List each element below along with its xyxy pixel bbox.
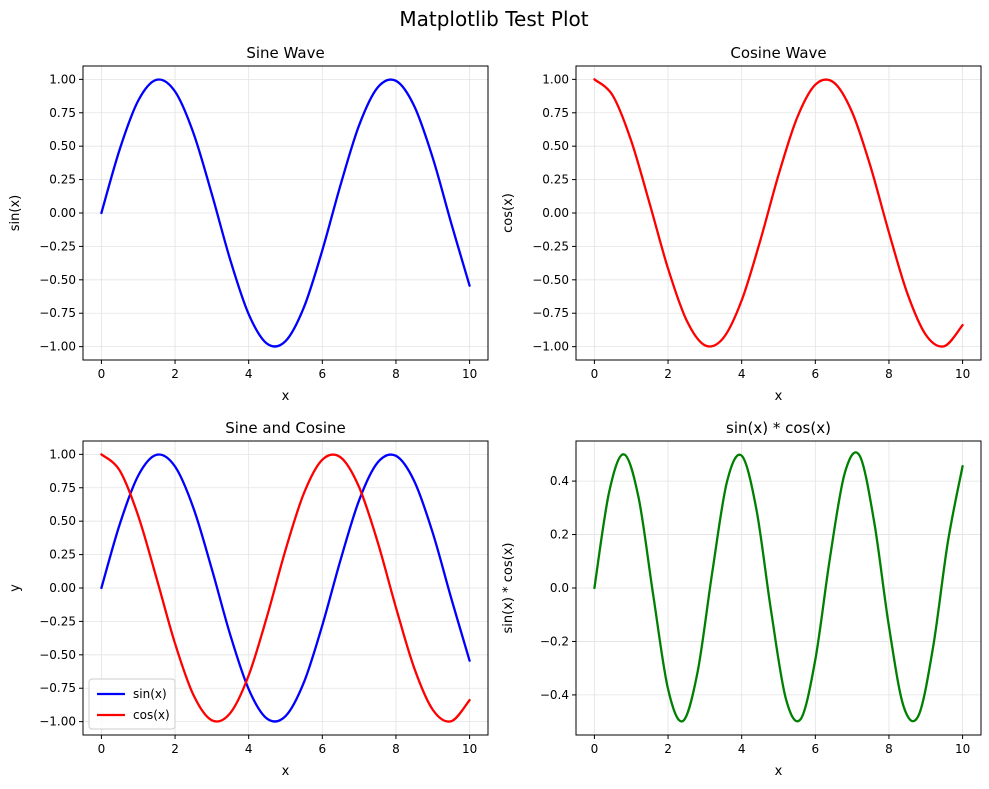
legend-box	[88, 678, 176, 730]
x-tick-label: 8	[392, 367, 400, 381]
x-tick-label: 4	[245, 367, 253, 381]
x-tick-label: 6	[318, 367, 326, 381]
y-axis-label: y	[8, 584, 23, 592]
y-tick-label: 0.75	[542, 106, 569, 120]
y-tick-label: 1.00	[49, 447, 76, 461]
subplot-1: 0 2 4 6 8 10 −1.00 −0.75 −0.50 −0.25 0.00 0.25 0.50 0…	[8, 44, 489, 404]
y-tick-label: 0.25	[49, 173, 76, 187]
y-tick-label: 0.00	[49, 206, 76, 220]
y-tick-label: −0.4	[540, 688, 569, 702]
x-tick-label: 8	[885, 742, 893, 756]
y-tick-label: −0.75	[39, 306, 76, 320]
y-tick-label: −1.00	[39, 715, 76, 729]
y-tick-label: −1.00	[39, 340, 76, 354]
subplot-title: sin(x) * cos(x)	[726, 419, 831, 437]
y-axis-label: sin(x) * cos(x)	[501, 543, 516, 634]
x-tick-label: 4	[738, 742, 746, 756]
y-tick-label: −0.2	[540, 634, 569, 648]
subplot-title: Sine Wave	[246, 44, 324, 62]
y-tick-label: −1.00	[532, 340, 569, 354]
y-tick-label: −0.50	[39, 648, 76, 662]
y-tick-label: 0.75	[49, 106, 76, 120]
figure-title: Matplotlib Test Plot	[399, 7, 588, 31]
y-tick-label: 1.00	[542, 72, 569, 86]
x-axis-label: x	[282, 389, 290, 404]
x-tick-label: 4	[245, 742, 253, 756]
x-tick-label: 2	[171, 367, 179, 381]
x-tick-label: 2	[664, 367, 672, 381]
y-tick-label: −0.75	[532, 306, 569, 320]
series-line-1	[593, 78, 964, 348]
x-tick-label: 0	[591, 742, 599, 756]
x-tick-label: 8	[885, 367, 893, 381]
y-tick-label: 0.50	[49, 514, 76, 528]
y-tick-label: 0.0	[550, 581, 569, 595]
subplot-2: 0 2 4 6 8 10 −1.00 −0.75 −0.50 −0.25 0.00 0.25 0.50 0…	[501, 44, 982, 404]
x-tick-label: 4	[738, 367, 746, 381]
y-tick-label: −0.50	[532, 273, 569, 287]
y-tick-label: 0.00	[542, 206, 569, 220]
y-tick-label: 0.2	[550, 528, 569, 542]
legend-label: sin(x)	[133, 687, 167, 701]
x-tick-label: 0	[98, 367, 106, 381]
x-axis-label: x	[282, 764, 290, 779]
y-tick-label: 0.4	[550, 474, 569, 488]
x-tick-label: 6	[811, 742, 819, 756]
y-tick-label: −0.50	[39, 273, 76, 287]
legend: sin(x) cos(x)	[88, 678, 176, 730]
x-tick-label: 10	[462, 742, 477, 756]
y-tick-label: −0.25	[39, 614, 76, 628]
x-tick-label: 0	[98, 742, 106, 756]
y-tick-label: −0.25	[532, 239, 569, 253]
subplot-3: 0 2 4 6 8 10 −1.00 −0.75 −0.50 −0.25 0.00 0.25 0.50 0…	[8, 419, 489, 779]
x-tick-label: 6	[318, 742, 326, 756]
y-tick-label: 0.50	[49, 139, 76, 153]
y-tick-label: −0.75	[39, 681, 76, 695]
x-axis-label: x	[775, 389, 783, 404]
x-tick-label: 10	[955, 742, 970, 756]
y-tick-label: 0.50	[542, 139, 569, 153]
x-tick-label: 0	[591, 367, 599, 381]
x-tick-label: 10	[462, 367, 477, 381]
series-line-2	[100, 453, 471, 723]
y-tick-label: −0.25	[39, 239, 76, 253]
y-tick-label: 0.75	[49, 481, 76, 495]
y-axis-label: sin(x)	[8, 195, 23, 231]
series-line-1	[100, 78, 471, 348]
legend-label: cos(x)	[133, 708, 170, 722]
x-tick-label: 6	[811, 367, 819, 381]
series-line-1	[100, 453, 471, 723]
series-line-1	[593, 451, 964, 723]
y-axis-label: cos(x)	[501, 193, 516, 233]
x-axis-label: x	[775, 764, 783, 779]
x-tick-label: 10	[955, 367, 970, 381]
x-tick-label: 8	[392, 742, 400, 756]
y-tick-label: 1.00	[49, 72, 76, 86]
x-tick-label: 2	[664, 742, 672, 756]
subplot-title: Cosine Wave	[730, 44, 826, 62]
y-tick-label: 0.00	[49, 581, 76, 595]
subplot-4: 0 2 4 6 8 10 −0.4 −0.2 0.0 0.2 0.4 sin(x) * cos(x) x…	[501, 419, 982, 779]
subplot-title: Sine and Cosine	[225, 419, 346, 437]
y-tick-label: 0.25	[49, 548, 76, 562]
x-tick-label: 2	[171, 742, 179, 756]
y-tick-label: 0.25	[542, 173, 569, 187]
